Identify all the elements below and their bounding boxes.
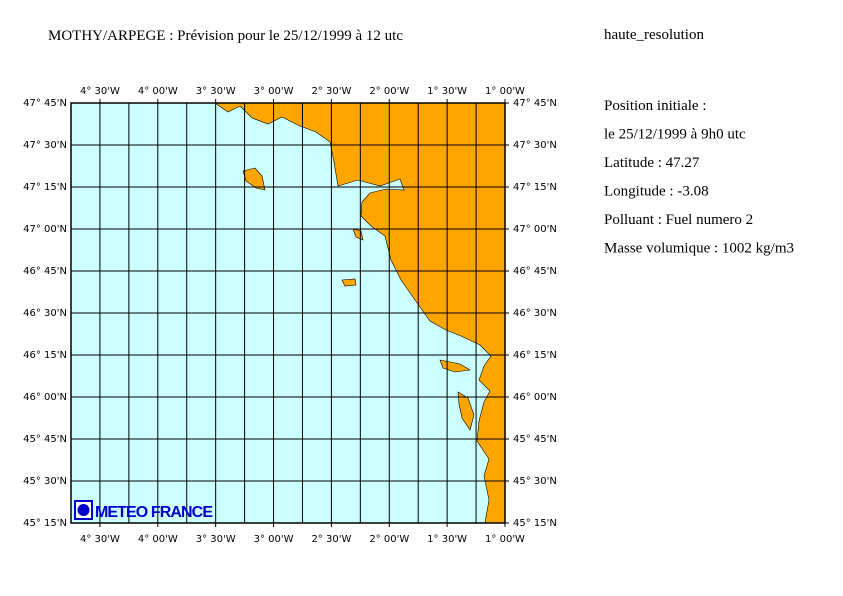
info-line: Masse volumique : 1002 kg/m3 (604, 241, 794, 257)
lon-tick-label: 4° 00'W (138, 86, 178, 97)
logo-text: METEO FRANCE (95, 504, 213, 521)
lat-tick-label: 46° 00'N (513, 392, 557, 403)
lat-tick-label: 45° 45'N (23, 434, 67, 445)
lon-tick-label: 3° 30'W (196, 86, 236, 97)
lat-tick-label: 46° 45'N (513, 266, 557, 277)
land-shape (242, 167, 266, 191)
lat-tick-label: 47° 45'N (513, 98, 557, 109)
lat-tick-label: 46° 15'N (23, 350, 67, 361)
info-line: Latitude : 47.27 (604, 155, 700, 171)
logo: METEO FRANCE (74, 500, 213, 521)
info-line: Longitude : -3.08 (604, 184, 709, 200)
lat-tick-label: 46° 00'N (23, 392, 67, 403)
lon-tick-label: 2° 00'W (369, 86, 409, 97)
lon-tick-label: 2° 00'W (369, 534, 409, 545)
lat-tick-label: 47° 00'N (23, 224, 67, 235)
lon-tick-label: 1° 30'W (427, 86, 467, 97)
info-line: le 25/12/1999 à 9h0 utc (604, 127, 746, 143)
lon-tick-label: 1° 30'W (427, 534, 467, 545)
lat-tick-label: 46° 30'N (513, 308, 557, 319)
land-shape (457, 391, 475, 431)
land-shape (214, 102, 506, 524)
title: MOTHY/ARPEGE : Prévision pour le 25/12/1… (48, 28, 403, 44)
lon-tick-label: 2° 30'W (311, 86, 351, 97)
map-frame (70, 102, 506, 524)
lat-tick-label: 45° 30'N (23, 476, 67, 487)
info-line: Position initiale : (604, 98, 707, 114)
lon-tick-label: 3° 00'W (254, 86, 294, 97)
lon-tick-label: 2° 30'W (311, 534, 351, 545)
land-shape (341, 278, 357, 287)
lat-tick-label: 46° 15'N (513, 350, 557, 361)
lat-tick-label: 47° 30'N (513, 140, 557, 151)
lon-tick-label: 1° 00'W (485, 534, 525, 545)
lon-tick-label: 4° 00'W (138, 534, 178, 545)
lon-tick-label: 3° 30'W (196, 534, 236, 545)
lat-tick-label: 45° 30'N (513, 476, 557, 487)
lat-tick-label: 47° 15'N (513, 182, 557, 193)
lon-tick-label: 4° 30'W (80, 534, 120, 545)
lat-tick-label: 47° 30'N (23, 140, 67, 151)
lat-tick-label: 47° 15'N (23, 182, 67, 193)
lat-tick-label: 45° 15'N (513, 518, 557, 529)
lon-tick-label: 4° 30'W (80, 86, 120, 97)
lat-tick-label: 46° 30'N (23, 308, 67, 319)
lat-tick-label: 47° 00'N (513, 224, 557, 235)
info-line: Polluant : Fuel numero 2 (604, 212, 753, 228)
lat-tick-label: 45° 45'N (513, 434, 557, 445)
lat-tick-label: 47° 45'N (23, 98, 67, 109)
lon-tick-label: 3° 00'W (254, 534, 294, 545)
resolution: haute_resolution (604, 27, 704, 43)
lat-tick-label: 46° 45'N (23, 266, 67, 277)
lat-tick-label: 45° 15'N (23, 518, 67, 529)
logo-icon (77, 504, 90, 516)
lon-tick-label: 1° 00'W (485, 86, 525, 97)
